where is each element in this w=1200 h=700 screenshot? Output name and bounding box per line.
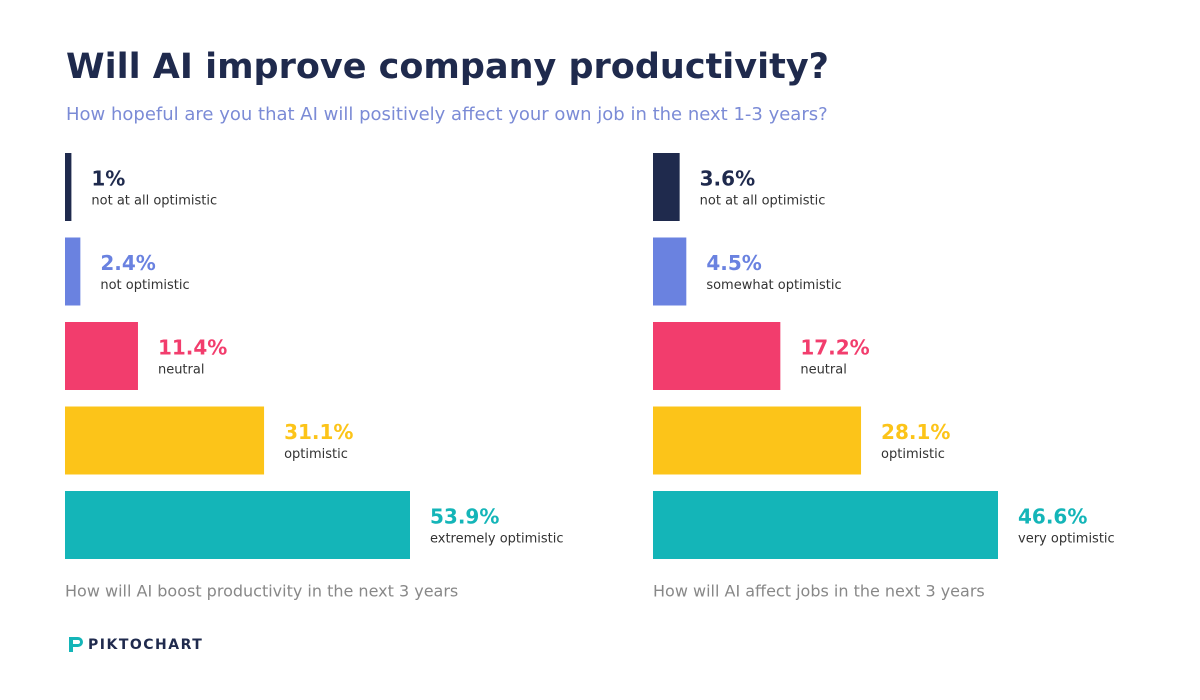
brand: PIKTOCHART — [88, 637, 203, 653]
bar — [653, 406, 862, 475]
value-label: 2.4% — [100, 251, 155, 275]
value-label: 17.2% — [800, 336, 869, 360]
category-label: not at all optimistic — [91, 194, 217, 209]
category-label: optimistic — [881, 447, 945, 462]
category-label: not at all optimistic — [700, 194, 826, 209]
value-label: 1% — [91, 167, 125, 191]
bar — [65, 153, 72, 221]
value-label: 11.4% — [158, 336, 227, 360]
value-label: 46.6% — [1018, 505, 1087, 529]
title: Will AI improve company productivity? — [66, 47, 829, 87]
brand-logo — [69, 637, 83, 652]
category-label: neutral — [158, 363, 205, 378]
bar — [653, 237, 687, 306]
caption: How will AI boost productivity in the ne… — [65, 582, 458, 601]
value-label: 31.1% — [284, 420, 353, 444]
bar — [653, 153, 680, 221]
category-label: optimistic — [284, 447, 348, 462]
bar — [653, 322, 781, 390]
bar — [65, 491, 410, 559]
category-label: somewhat optimistic — [706, 278, 841, 293]
bar — [65, 406, 265, 475]
category-label: neutral — [800, 363, 847, 378]
value-label: 53.9% — [430, 505, 499, 529]
bar — [65, 322, 138, 390]
category-label: not optimistic — [100, 278, 189, 293]
bar — [65, 237, 81, 306]
category-label: very optimistic — [1018, 532, 1115, 547]
caption: How will AI affect jobs in the next 3 ye… — [653, 582, 985, 601]
category-label: extremely optimistic — [430, 532, 564, 547]
value-label: 4.5% — [706, 251, 761, 275]
bar — [653, 491, 998, 559]
value-label: 28.1% — [881, 420, 950, 444]
subtitle: How hopeful are you that AI will positiv… — [66, 104, 828, 125]
value-label: 3.6% — [700, 167, 755, 191]
